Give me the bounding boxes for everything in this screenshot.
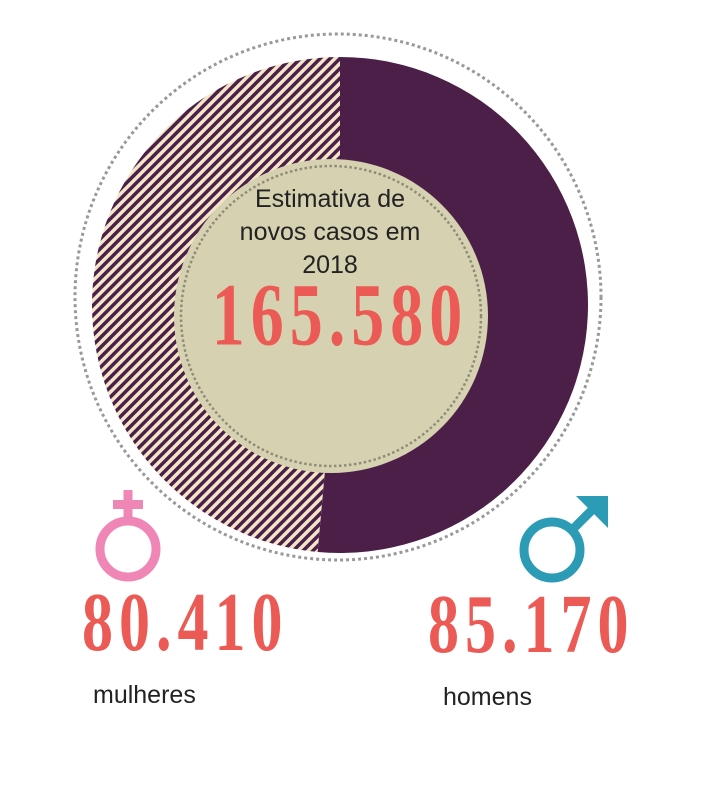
center-disc: [174, 159, 488, 473]
women-label: mulheres: [93, 681, 196, 709]
inner-dotted-ring: [179, 164, 483, 468]
men-label: homens: [443, 683, 532, 711]
men-value: 85.170: [428, 578, 635, 671]
female-symbol-icon: [95, 490, 161, 582]
women-value: 80.410: [82, 576, 289, 669]
chart-title: Estimativa de novos casos em 2018: [239, 185, 421, 279]
male-symbol-icon: [519, 496, 608, 583]
outer-dotted-ring: [73, 32, 603, 562]
total-value: 165.580: [211, 266, 469, 365]
